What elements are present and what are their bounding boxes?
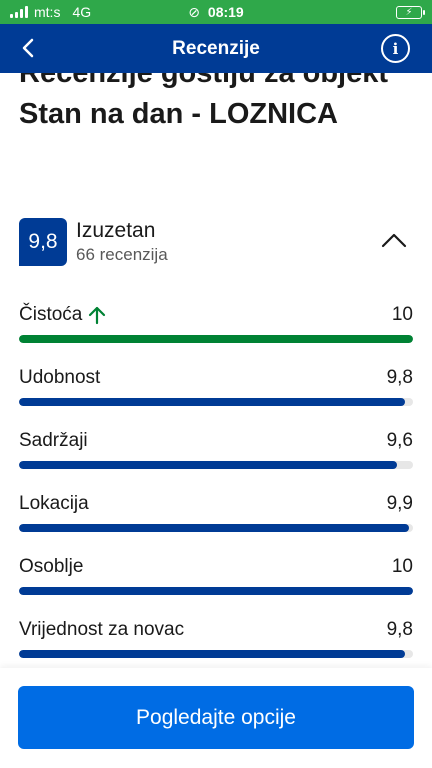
- score-bar-fill: [19, 587, 413, 595]
- nav-title: Recenzije: [172, 37, 260, 59]
- score-bar-fill: [19, 650, 406, 658]
- network-type: 4G: [72, 4, 92, 20]
- category-value-for-money: Vrijednost za novac 9,8: [19, 616, 413, 661]
- category-name: Čistoća: [19, 304, 83, 325]
- info-button[interactable]: i: [381, 34, 410, 63]
- score-bar: [19, 650, 413, 658]
- status-bar: mt:s 4G ⊘ 08:19 ⚡: [0, 0, 432, 24]
- arrow-up-icon: [89, 306, 106, 325]
- status-left: mt:s 4G: [10, 4, 91, 20]
- category-name: Vrijednost za novac: [19, 619, 185, 640]
- category-score: 10: [391, 304, 413, 325]
- carrier-name: mt:s: [34, 4, 61, 20]
- chevron-up-icon: [381, 233, 407, 248]
- score-badge: 9,8: [19, 218, 67, 266]
- score-bar-fill: [19, 524, 410, 532]
- category-location: Lokacija 9,9: [19, 490, 413, 535]
- chevron-left-icon: [22, 38, 34, 58]
- status-time: 08:19: [207, 3, 244, 20]
- score-bar-fill: [19, 461, 398, 469]
- score-label: Izuzetan: [76, 219, 156, 242]
- category-comfort: Udobnost 9,8: [19, 364, 413, 409]
- score-bar: [19, 335, 413, 343]
- signal-icon: [10, 6, 28, 18]
- category-cleanliness: Čistoća 10: [19, 301, 413, 346]
- collapse-button[interactable]: [380, 230, 408, 250]
- category-name: Osoblje: [19, 556, 84, 577]
- category-facilities: Sadržaji 9,6: [19, 427, 413, 472]
- category-name: Lokacija: [19, 493, 89, 514]
- info-icon: i: [392, 39, 399, 58]
- review-count: 66 recenzija: [76, 245, 168, 264]
- back-button[interactable]: [14, 34, 42, 62]
- battery-icon: ⚡: [396, 5, 425, 19]
- page-title: Recenzije gostiju za objekt Stan na dan …: [19, 73, 389, 130]
- score-summary: 9,8 Izuzetan 66 recenzija: [19, 218, 168, 266]
- reviews-content[interactable]: Recenzije gostiju za objekt Stan na dan …: [0, 73, 432, 668]
- score-bar: [19, 398, 413, 406]
- score-bar: [19, 524, 413, 532]
- see-options-button[interactable]: Pogledajte opcije: [18, 686, 414, 749]
- score-bar: [19, 587, 413, 595]
- category-score: 9,6: [386, 430, 413, 451]
- category-staff: Osoblje 10: [19, 553, 413, 598]
- score-bar-fill: [19, 335, 413, 343]
- link-icon: ⊘: [188, 3, 201, 20]
- category-score: 9,9: [386, 493, 413, 514]
- bottom-panel: Pogledajte opcije: [0, 668, 432, 768]
- category-score: 9,8: [386, 367, 413, 388]
- nav-bar: Recenzije i: [0, 24, 432, 73]
- category-name: Udobnost: [19, 367, 101, 388]
- score-bar: [19, 461, 413, 469]
- category-score: 9,8: [386, 619, 413, 640]
- category-name: Sadržaji: [19, 430, 88, 451]
- score-bar-fill: [19, 398, 406, 406]
- category-score: 10: [391, 556, 413, 577]
